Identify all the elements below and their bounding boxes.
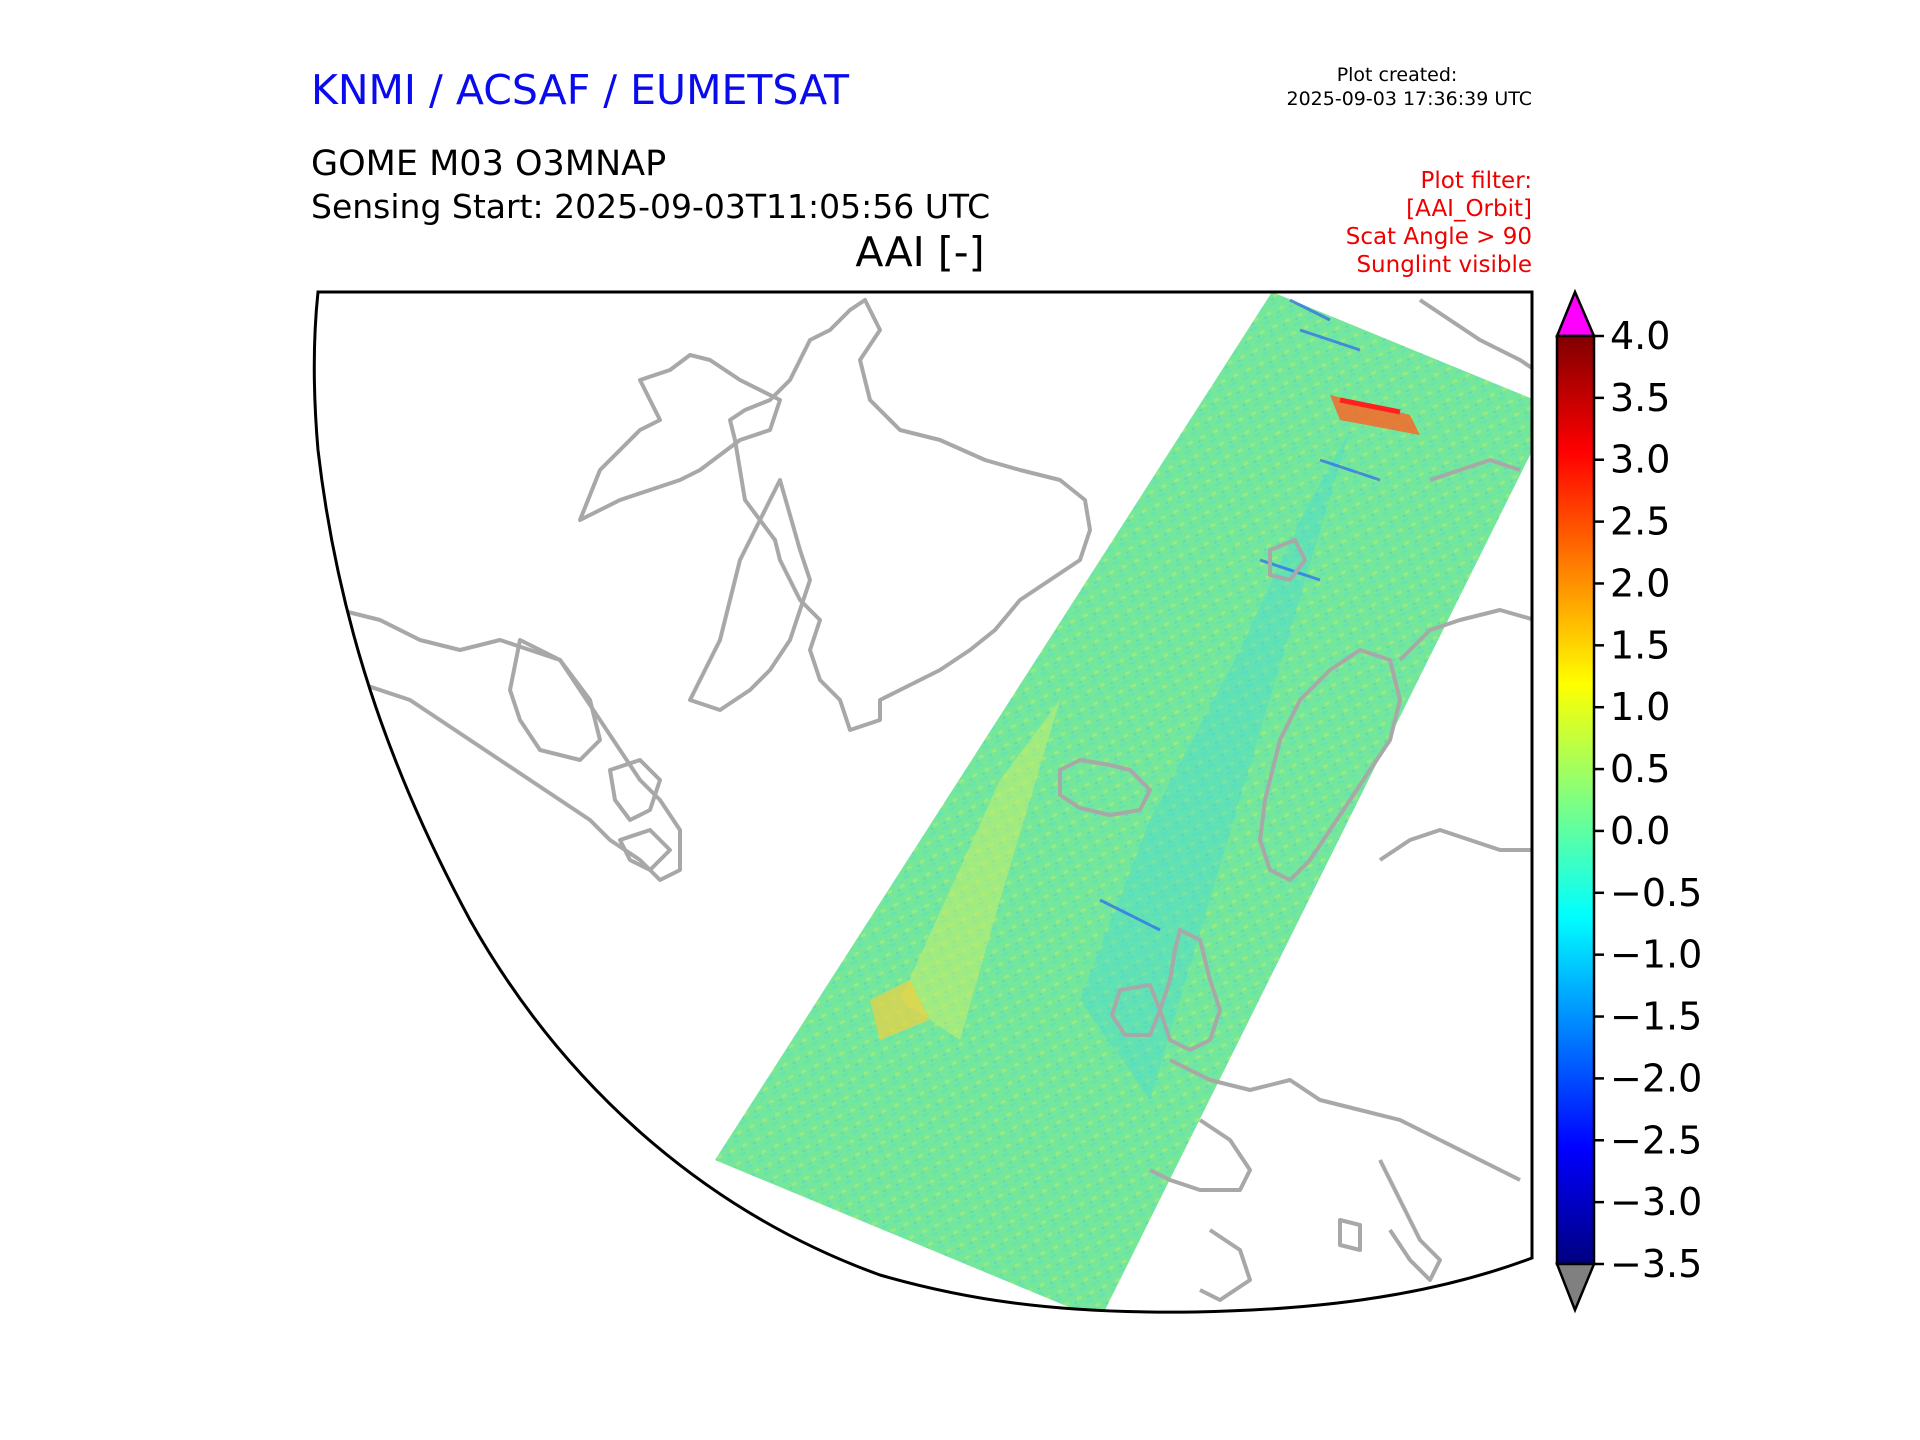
colorbar: 4.0 3.5 3.0 2.5 2.0 1.5 1.0 0.5 0.0 −0.5 −1.0 −1.5 −… [1555, 288, 1702, 1314]
colorbar-ticks: 4.0 3.5 3.0 2.5 2.0 1.5 1.0 0.5 0.0 −0.5 −1.0 −1.5 −… [1594, 314, 1702, 1286]
colorbar-tick-label: 1.0 [1610, 685, 1670, 729]
satellite-swath [715, 292, 1532, 1313]
colorbar-tick-label: −1.0 [1610, 933, 1702, 977]
labrador-newfoundland [608, 758, 672, 872]
scandinavia [1258, 648, 1402, 882]
colorbar-tick-label: −2.0 [1610, 1056, 1702, 1100]
colorbar-tick-label: 0.0 [1610, 809, 1670, 853]
canadian-arctic-islands [578, 353, 782, 522]
colorbar-over-arrow [1555, 288, 1596, 338]
colorbar-under-arrow [1555, 1262, 1596, 1314]
swath-cyan-region [1080, 430, 1350, 1100]
colorbar-gradient-bar [1555, 334, 1596, 1266]
colorbar-tick-label: 3.0 [1610, 438, 1670, 482]
product-name: GOME M03 O3MNAP [311, 144, 667, 184]
svalbard [1268, 538, 1307, 582]
map-area [314, 292, 1532, 1313]
coastlines [339, 298, 1532, 1302]
plot-created-label: Plot created: [1336, 64, 1458, 86]
swath-band [715, 292, 1532, 1313]
plot-filter-orbit: [AAI_Orbit] [1406, 196, 1532, 222]
greenland-coast [728, 298, 1092, 732]
colorbar-tick-label: 4.0 [1610, 314, 1670, 358]
colorbar-tick-label: 3.5 [1610, 376, 1670, 420]
iberia-italy [1199, 1159, 1442, 1302]
canada-mainland [339, 608, 682, 882]
colorbar-tick-label: 2.5 [1610, 500, 1670, 544]
ireland [1110, 983, 1162, 1037]
colorbar-tick-label: −1.5 [1610, 995, 1702, 1039]
russia-north [1418, 298, 1532, 482]
colorbar-tick-label: −3.0 [1610, 1180, 1702, 1224]
colorbar-tick-label: −2.5 [1610, 1118, 1702, 1162]
plot-filter-scat-angle: Scat Angle > 90 [1345, 224, 1532, 250]
colorbar-tick-label: 2.0 [1610, 561, 1670, 605]
colorbar-tick-label: −0.5 [1610, 871, 1702, 915]
iceland [1058, 758, 1152, 817]
plot-filter-sunglint: Sunglint visible [1356, 252, 1532, 278]
mediterranean-islands [1338, 1218, 1362, 1252]
swath-yellow-region [900, 700, 1060, 1040]
colorbar-tick-label: 1.5 [1610, 623, 1670, 667]
baffin-island [688, 478, 812, 712]
plot-filter-label: Plot filter: [1420, 168, 1532, 194]
sensing-start: Sensing Start: 2025-09-03T11:05:56 UTC [311, 187, 991, 226]
plot-created-time: 2025-09-03 17:36:39 UTC [1286, 88, 1533, 110]
great-britain [1158, 928, 1222, 1052]
colorbar-tick-label: 0.5 [1610, 747, 1670, 791]
map-boundary [312, 290, 1534, 1314]
finland-russia [1378, 608, 1532, 862]
hudson-bay [508, 638, 602, 762]
variable-title: AAI [-] [855, 228, 985, 276]
colorbar-tick-label: −3.5 [1610, 1242, 1702, 1286]
organization-title: KNMI / ACSAF / EUMETSAT [311, 66, 850, 114]
continental-europe [1149, 1058, 1521, 1192]
